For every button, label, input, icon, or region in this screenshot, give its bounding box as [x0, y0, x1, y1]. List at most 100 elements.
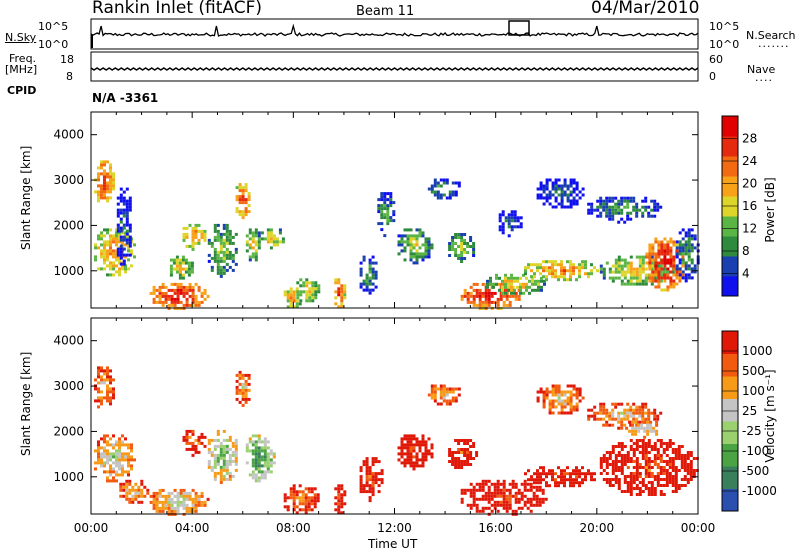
echo-cell: [100, 464, 103, 468]
echo-cell: [128, 226, 132, 230]
echo-cell: [656, 475, 660, 478]
echo-cell: [554, 390, 558, 394]
echo-cell: [602, 267, 606, 271]
echo-cell: [496, 297, 500, 301]
echo-cell: [692, 469, 696, 472]
echo-cell: [172, 267, 176, 271]
echo-cell: [632, 454, 636, 457]
echo-cell: [216, 462, 220, 466]
echo-cell: [478, 291, 482, 295]
echo-cell: [554, 387, 558, 391]
echo-cell: [672, 258, 676, 262]
echo-cell: [131, 500, 135, 504]
echo-cell: [94, 449, 97, 453]
echo-cell: [531, 276, 534, 280]
echo-cell: [94, 461, 97, 465]
echo-cell: [641, 454, 645, 457]
echo-cell: [535, 497, 539, 501]
echo-cell: [241, 189, 245, 193]
echo-cell: [439, 393, 443, 397]
echo-cell: [334, 487, 338, 491]
echo-cell: [617, 426, 621, 430]
echo-cell: [106, 249, 109, 253]
noise-right-tick-bottom: 10^0: [709, 38, 740, 51]
echo-cell: [663, 276, 667, 280]
echo-cell: [542, 399, 546, 403]
echo-cell: [266, 470, 270, 474]
echo-cell: [122, 235, 126, 239]
echo-cell: [415, 258, 419, 262]
echo-cell: [263, 452, 267, 456]
echo-cell: [244, 207, 248, 211]
echo-cell: [133, 255, 136, 259]
echo-cell: [647, 490, 651, 493]
echo-cell: [560, 202, 564, 206]
echo-cell: [669, 276, 673, 280]
echo-cell: [578, 390, 582, 394]
echo-cell: [257, 449, 261, 453]
echo-cell: [671, 460, 675, 463]
echo-cell: [528, 291, 531, 295]
echo-cell: [97, 184, 100, 188]
echo-cell: [106, 243, 109, 247]
echo-cell: [584, 475, 587, 479]
echo-cell: [689, 466, 693, 469]
echo-cell: [677, 445, 681, 448]
echo-cell: [529, 503, 533, 507]
echo-cell: [167, 500, 171, 504]
echo-cell: [680, 484, 684, 487]
echo-cell: [626, 205, 630, 209]
echo-cell: [161, 303, 165, 307]
echo-cell: [578, 266, 581, 270]
echo-cell: [191, 447, 195, 451]
freq-left-tick-top: 18: [60, 53, 74, 66]
echo-cell: [650, 411, 654, 415]
echo-cell: [119, 220, 123, 224]
echo-cell: [524, 266, 527, 270]
echo-cell: [523, 500, 527, 504]
echo-cell: [219, 453, 223, 457]
echo-cell: [409, 449, 413, 453]
echo-cell: [566, 187, 570, 191]
echo-cell: [448, 242, 452, 245]
echo-cell: [400, 461, 404, 465]
echo-cell: [672, 279, 676, 283]
echo-cell: [472, 294, 476, 298]
echo-cell: [222, 459, 226, 463]
echo-cell: [380, 481, 384, 485]
echo-cell: [635, 463, 639, 466]
echo-cell: [128, 479, 132, 483]
echo-cell: [301, 502, 305, 506]
colorbar-tick-label: -500: [742, 464, 769, 478]
echo-cell: [94, 255, 97, 259]
echo-cell: [671, 478, 675, 481]
echo-cell: [551, 269, 554, 273]
echo-cell: [412, 443, 416, 447]
echo-cell: [466, 439, 470, 442]
echo-cell: [103, 190, 106, 194]
y-tick-label: 1000: [53, 264, 84, 278]
echo-cell: [118, 443, 121, 447]
echo-cell: [481, 494, 485, 498]
echo-cell: [181, 267, 185, 271]
echo-cell: [617, 414, 621, 418]
echo-cell: [620, 273, 624, 277]
echo-cell: [97, 369, 100, 373]
echo-cell: [516, 285, 519, 289]
echo-cell: [501, 213, 505, 217]
beam-label: Beam 11: [356, 4, 415, 19]
echo-cell: [213, 238, 217, 242]
echo-cell: [620, 402, 624, 406]
echo-cell: [216, 453, 220, 457]
echo-cell: [563, 272, 566, 276]
echo-cell: [617, 451, 621, 454]
echo-cell: [307, 505, 311, 509]
echo-cell: [671, 448, 675, 451]
echo-cell: [677, 487, 681, 490]
echo-cell: [602, 411, 606, 415]
echo-cell: [109, 234, 112, 238]
echo-cell: [514, 497, 518, 501]
echo-cell: [289, 287, 293, 291]
echo-cell: [575, 408, 579, 412]
echo-cell: [188, 282, 192, 286]
